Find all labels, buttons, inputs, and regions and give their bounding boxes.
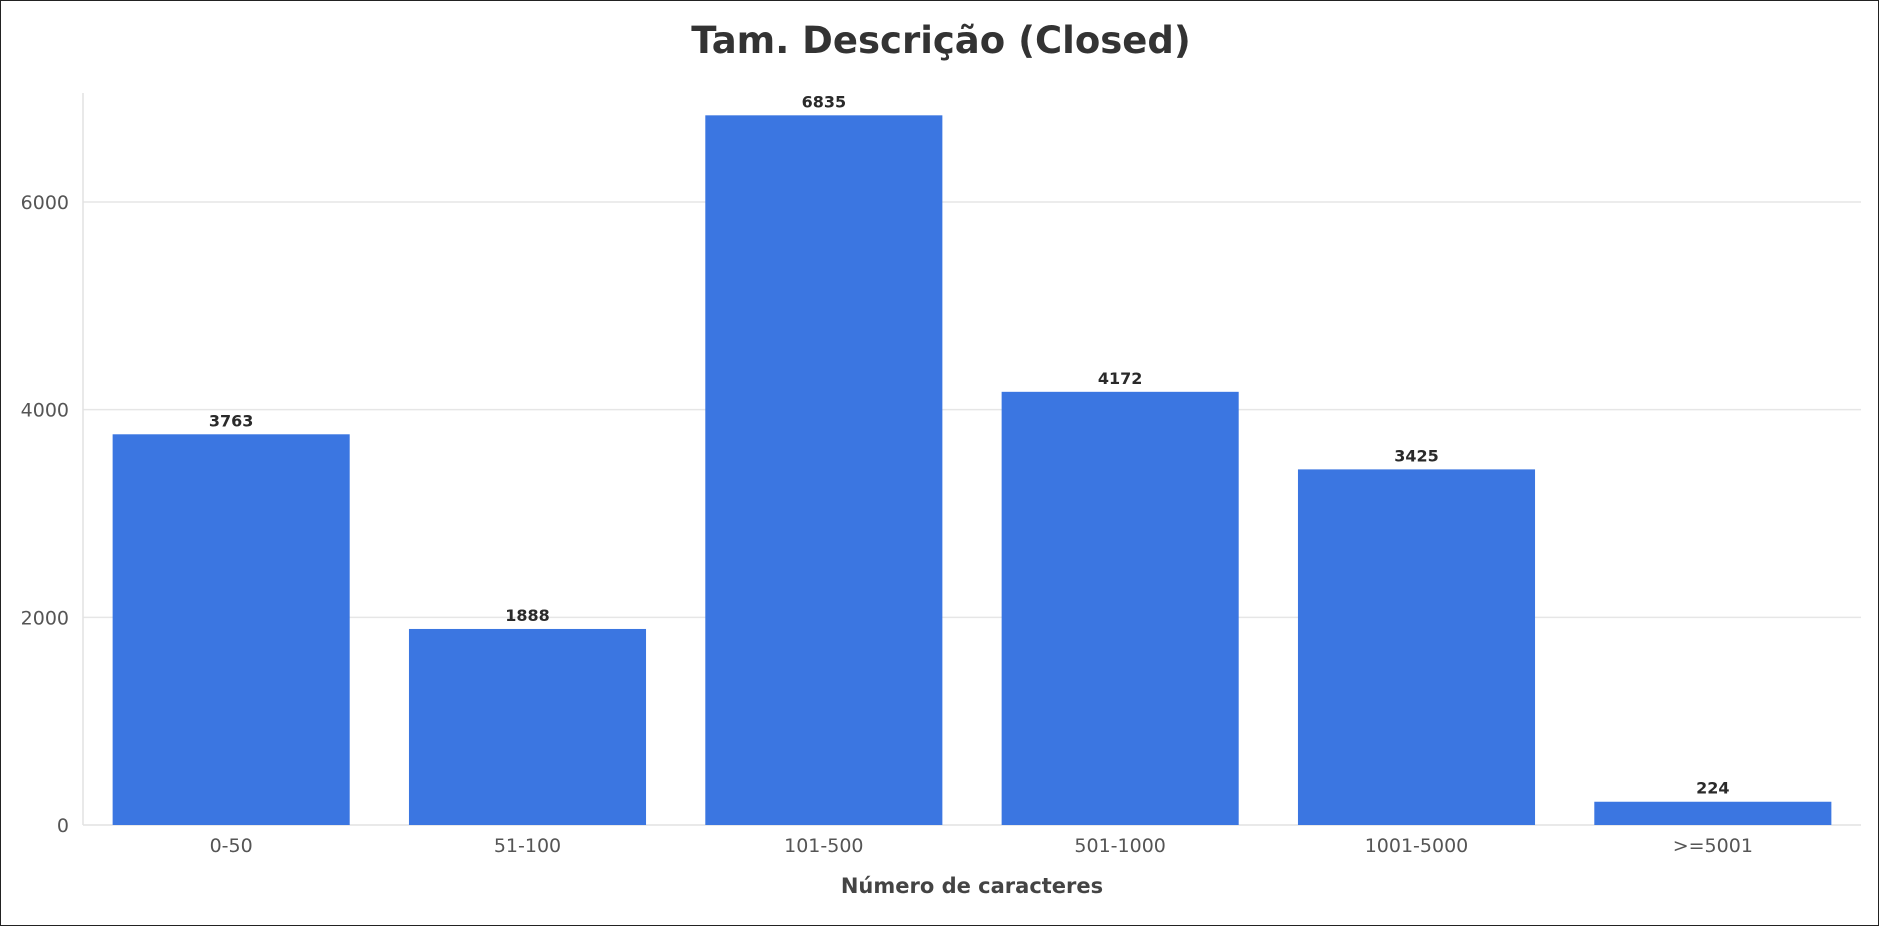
x-tick-label: >=5001 [1673, 835, 1753, 857]
x-tick-label: 1001-5000 [1365, 835, 1469, 857]
y-tick-label: 6000 [21, 192, 69, 214]
bar [1297, 469, 1536, 825]
bar-value-label: 3763 [209, 411, 254, 430]
bars [112, 115, 1832, 825]
x-tick-label: 501-1000 [1074, 835, 1165, 857]
bar-value-label: 224 [1696, 779, 1729, 798]
bar [112, 434, 350, 825]
x-tick-labels: 0-50 51-100 101-500 501-1000 1001-5000 >=5001 [210, 835, 1753, 857]
bar [705, 115, 943, 825]
y-tick-label: 4000 [21, 400, 69, 422]
x-axis-title: Número de caracteres [841, 874, 1103, 898]
x-tick-label: 51-100 [494, 835, 561, 857]
y-tick-label: 0 [57, 815, 69, 837]
data-labels: 3763 1888 6835 4172 3425 224 [209, 92, 1730, 797]
axes [82, 93, 1861, 826]
bar [408, 628, 647, 825]
gridlines [83, 201, 1861, 619]
bar [1001, 391, 1239, 825]
bar-value-label: 1888 [505, 606, 550, 625]
x-tick-label: 101-500 [784, 835, 863, 857]
bar-value-label: 4172 [1098, 369, 1143, 388]
x-tick-label: 0-50 [210, 835, 253, 857]
y-tick-label: 2000 [21, 607, 69, 629]
bar-value-label: 6835 [802, 92, 847, 111]
y-tick-labels: 0 2000 4000 6000 [21, 192, 69, 837]
bar-value-label: 3425 [1394, 446, 1439, 465]
chart-title: Tam. Descrição (Closed) [691, 19, 1191, 62]
bar [1594, 801, 1832, 825]
